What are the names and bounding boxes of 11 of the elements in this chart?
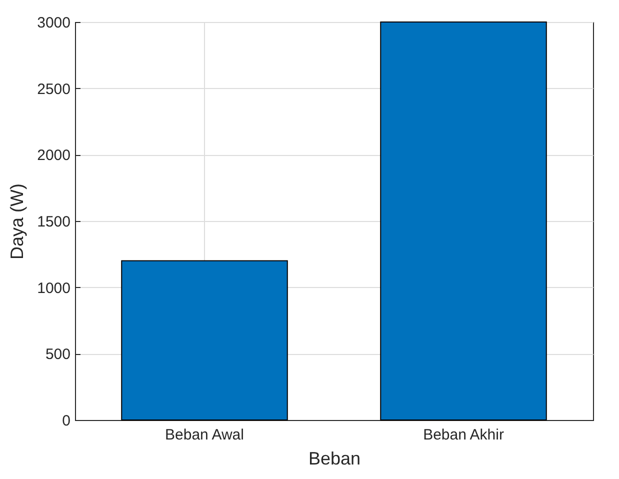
- y-tick-label: 1500: [37, 214, 70, 230]
- x-tick-label: Beban Akhir: [423, 426, 504, 444]
- y-tick-label: 500: [45, 346, 70, 364]
- y-tick-label: 0: [62, 412, 70, 430]
- x-axis-title: Beban: [308, 448, 361, 468]
- y-tick-label: 2500: [37, 80, 70, 98]
- y-axis-title: Daya (W): [7, 184, 28, 260]
- y-tick-label: 2000: [37, 147, 70, 164]
- y-tick-label: 1000: [37, 280, 70, 297]
- y-tick-label: 3000: [37, 14, 70, 32]
- x-tick-label: Beban Awal: [165, 426, 244, 444]
